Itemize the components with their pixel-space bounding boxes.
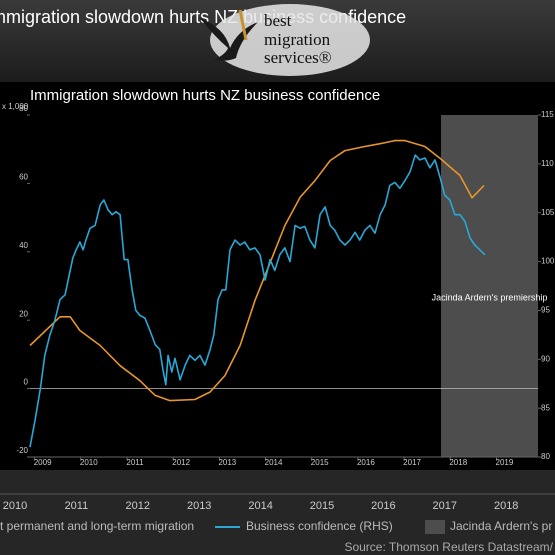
x-tick-label: 2014 (265, 458, 283, 467)
footer-year: 2011 (65, 500, 89, 512)
x-tick-label: 2013 (218, 458, 236, 467)
logo-text: migration (264, 30, 331, 49)
x-tick-label: 2019 (496, 458, 514, 467)
legend-label: t permanent and long-term migration (0, 519, 194, 533)
y2-tick-label: 115 (541, 110, 554, 119)
legend-label: Jacinda Ardern's pr (450, 519, 552, 533)
x-tick-label: 2011 (126, 458, 144, 467)
y-tick-label: 20 (19, 309, 28, 318)
y-unit: x 1,000 (2, 102, 29, 111)
shade-label: Jacinda Ardern's premiership (432, 292, 548, 302)
y2-tick-label: 85 (541, 403, 550, 412)
legend-swatch (425, 520, 445, 534)
y2-tick-label: 100 (541, 257, 555, 266)
x-tick-label: 2012 (172, 458, 190, 467)
source: Source: Thomson Reuters Datastream/ (344, 540, 553, 554)
footer (0, 470, 555, 555)
footer-year: 2010 (3, 500, 27, 512)
y2-tick-label: 90 (541, 354, 550, 363)
logo-stroke (238, 9, 248, 41)
series-line (29, 154, 486, 448)
footer-year: 2016 (371, 500, 395, 512)
x-tick-label: 2010 (80, 458, 98, 467)
y2-tick-label: 80 (541, 452, 550, 461)
footer-year: 2013 (187, 500, 211, 512)
y2-tick-label: 105 (541, 208, 555, 217)
logo-backdrop (210, 4, 370, 76)
chart-title: Immigration slowdown hurts NZ business c… (30, 87, 380, 104)
x-tick-label: 2017 (403, 458, 421, 467)
x-tick-label: 2018 (449, 458, 467, 467)
y-tick-label: -20 (16, 446, 28, 455)
y-tick-label: 80 (19, 104, 28, 113)
logo-bird (200, 18, 258, 61)
footer-year: 2018 (494, 500, 518, 512)
footer-year: 2014 (248, 500, 272, 512)
footer-year: 2015 (310, 500, 334, 512)
x-tick-label: 2016 (357, 458, 375, 467)
y2-tick-label: 95 (541, 306, 550, 315)
logo-text: best (264, 11, 292, 30)
x-tick-label: 2015 (311, 458, 329, 467)
shade (441, 115, 538, 457)
y-tick-label: 60 (19, 173, 28, 182)
legend-label: Business confidence (RHS) (246, 519, 393, 533)
logo-text: services® (264, 48, 332, 67)
footer-year: 2017 (433, 500, 457, 512)
y-tick-label: 40 (19, 241, 28, 250)
y2-tick-label: 110 (541, 159, 554, 168)
footer-year: 2012 (126, 500, 150, 512)
y-tick-label: 0 (24, 378, 29, 387)
x-tick-label: 2009 (34, 458, 52, 467)
